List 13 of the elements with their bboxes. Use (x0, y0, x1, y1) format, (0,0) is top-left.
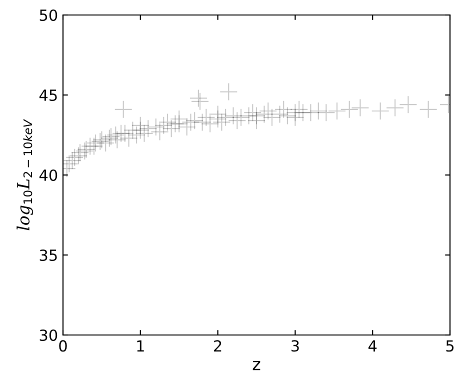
x-tick-label: 0 (59, 340, 67, 352)
x-axis-title: z (252, 360, 260, 370)
x-tick-label: 5 (446, 340, 454, 352)
x-tick-label: 4 (368, 340, 377, 352)
y-tick-label: 30 (40, 329, 58, 342)
y-tick-label: 45 (39, 90, 57, 102)
y-tick-label: 35 (40, 249, 57, 262)
y-axis-title: log$_{10}$L$_{2−10keV}$ (16, 119, 34, 230)
y-tick-label: 40 (39, 169, 58, 182)
x-tick-label: 3 (292, 340, 299, 352)
x-tick-label: 1 (137, 340, 144, 352)
y-tick-label: 50 (40, 9, 58, 22)
x-tick-label: 2 (214, 340, 222, 352)
